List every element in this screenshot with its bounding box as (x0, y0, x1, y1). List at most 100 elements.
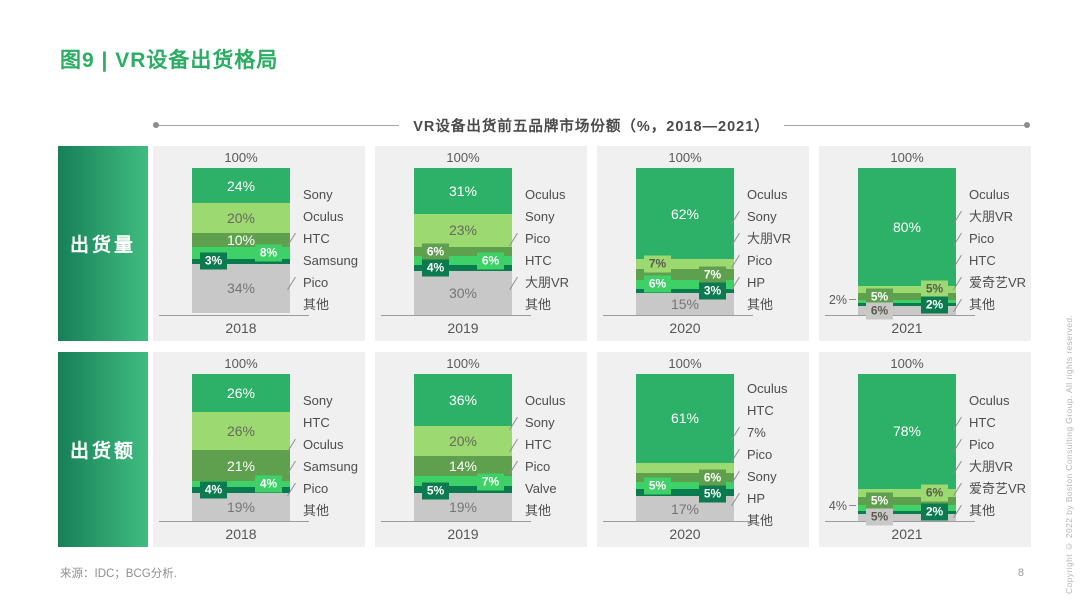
legend-item: Sony (731, 466, 809, 488)
outside-value-label: 4% (819, 499, 856, 513)
brand-legend: Sony Oculus HTC Samsung Pico 其他 (287, 184, 365, 316)
x-axis-year-label: 2020 (669, 320, 701, 336)
legend-item: Sony (525, 206, 587, 228)
legend-label: 7% (747, 425, 766, 440)
bar-segment: 14% (414, 455, 512, 476)
brand-legend: Oculus Sony Pico HTC 大朋VR 其他 (509, 184, 587, 316)
segment-value-box: 4% (255, 475, 282, 493)
bar-segment (858, 497, 956, 505)
legend-item: 大朋VR (509, 272, 587, 294)
x-axis-year-label: 2018 (225, 526, 257, 542)
legend-label: HTC (303, 415, 330, 430)
x-axis-year-label: 2019 (447, 320, 479, 336)
legend-item: HTC (953, 250, 1031, 272)
row-header-volume: 出货量 (58, 146, 148, 341)
chart-panel-2019: 100% 6% 6% 4% 31% 23% 30% 2019 Oculus Sony Pico HTC… (375, 146, 587, 341)
legend-item: Samsung (303, 250, 365, 272)
legend-label: Samsung (303, 253, 358, 268)
stacked-bar: 78% (858, 374, 956, 521)
bar-segment (636, 481, 734, 489)
legend-label: Oculus (525, 187, 566, 202)
chart-subtitle-row: VR设备出货前五品牌市场份额（%，2018—2021） (153, 114, 1030, 136)
chart-panel-2020: 100% 6% 5% 5% 61% 17% 2020 Oculus HTC 7% Pico Sony H… (597, 352, 809, 547)
legend-label: 其他 (747, 297, 774, 312)
segment-value-box: 5% (921, 280, 948, 298)
stacked-bar-wrap: 6% 5% 5% 61% 17% (636, 374, 734, 521)
bar-segment (414, 264, 512, 271)
bar-segment: 36% (414, 374, 512, 427)
legend-label: Oculus (747, 187, 788, 202)
legend-label: Pico (969, 231, 995, 246)
legend-item: 其他 (525, 500, 587, 522)
bar-segment: 26% (192, 412, 290, 451)
legend-label: Sony (525, 415, 555, 430)
legend-label: Oculus (303, 209, 344, 224)
legend-label: Pico (303, 275, 329, 290)
segment-value-box: 7% (477, 473, 504, 491)
bar-segment (414, 247, 512, 257)
legend-label: 爱奇艺VR (969, 275, 1027, 290)
bar-segment (192, 247, 290, 260)
bar-segment (858, 285, 956, 293)
legend-label: HP (747, 491, 766, 506)
chart-columns-value: 100% 4% 4% 26% 26% 21% 19% 2018 Sony HTC Oculus Sam… (153, 352, 1031, 547)
legend-item: HTC (303, 412, 365, 434)
legend-item: 7% (731, 422, 809, 444)
brand-legend: Oculus HTC Pico 大朋VR 爱奇艺VR 其他 (953, 390, 1031, 522)
legend-item: Pico (509, 456, 587, 478)
legend-item: Pico (953, 434, 1031, 456)
chart-panel-2019: 100% 7% 5% 36% 20% 14% 19% 2019 Oculus Sony HTC Pic… (375, 352, 587, 547)
segment-value-box: 6% (422, 243, 449, 261)
bar-segment (858, 513, 956, 521)
row-header-value: 出货额 (58, 352, 148, 547)
bar-segment: 26% (192, 374, 290, 413)
bar-segment (636, 279, 734, 289)
bar-segment (636, 472, 734, 482)
legend-item: 其他 (525, 294, 587, 316)
bar-total-label: 100% (446, 150, 480, 165)
chart-columns-volume: 100% 8% 3% 24% 20% 10% 34% 2018 Sony Oculus HTC Sam… (153, 146, 1031, 341)
bar-segment: 78% (858, 374, 956, 489)
legend-label: Sony (747, 209, 777, 224)
bar-segment: 20% (192, 203, 290, 233)
page-number: 8 (1017, 567, 1024, 579)
stacked-bar-wrap: 6% 6% 4% 31% 23% 30% (414, 168, 512, 315)
segment-value-label: 10% (226, 232, 256, 248)
segment-value-box: 5% (866, 508, 893, 526)
axis-baseline (603, 521, 753, 522)
legend-item: Sony (303, 390, 365, 412)
bar-total-label: 100% (668, 150, 702, 165)
segment-value-box: 3% (699, 282, 726, 300)
legend-label: HTC (747, 403, 774, 418)
segment-value-box: 4% (422, 259, 449, 277)
brand-legend: Oculus 大朋VR Pico HTC 爱奇艺VR 其他 (953, 184, 1031, 316)
legend-item: 大朋VR (731, 228, 809, 250)
segment-value-label: 30% (448, 284, 478, 301)
stacked-bar-wrap: 5% 5% 2% 6% 80% (858, 168, 956, 320)
bar-segment (192, 481, 290, 488)
outside-value-text: 4% (828, 498, 847, 513)
segment-value-label: 19% (448, 499, 478, 516)
legend-item: Oculus (969, 184, 1031, 206)
bar-segment (858, 488, 956, 498)
bar-total-label: 100% (446, 356, 480, 371)
legend-label: 其他 (303, 503, 330, 518)
bar-segment (636, 269, 734, 280)
segment-value-label: 24% (226, 177, 256, 194)
bar-total-label: 100% (890, 150, 924, 165)
segment-value-label: 61% (670, 410, 700, 427)
chart-panel-2021: 100% 2% 5% 5% 2% 6% 80% 2021 Oculus 大朋VR Pico HTC 爱奇… (819, 146, 1031, 341)
legend-item: 其他 (953, 500, 1031, 522)
legend-label: Oculus (303, 437, 344, 452)
legend-item: 爱奇艺VR (953, 272, 1031, 294)
bar-segment (858, 300, 956, 304)
legend-label: HTC (303, 231, 330, 246)
legend-item: HTC (525, 250, 587, 272)
segment-value-box: 3% (200, 252, 227, 270)
legend-item: 大朋VR (953, 456, 1031, 478)
legend-item: Oculus (287, 434, 365, 456)
segment-value-box: 5% (699, 485, 726, 503)
bar-segment (858, 510, 956, 514)
legend-item: 其他 (747, 294, 809, 316)
